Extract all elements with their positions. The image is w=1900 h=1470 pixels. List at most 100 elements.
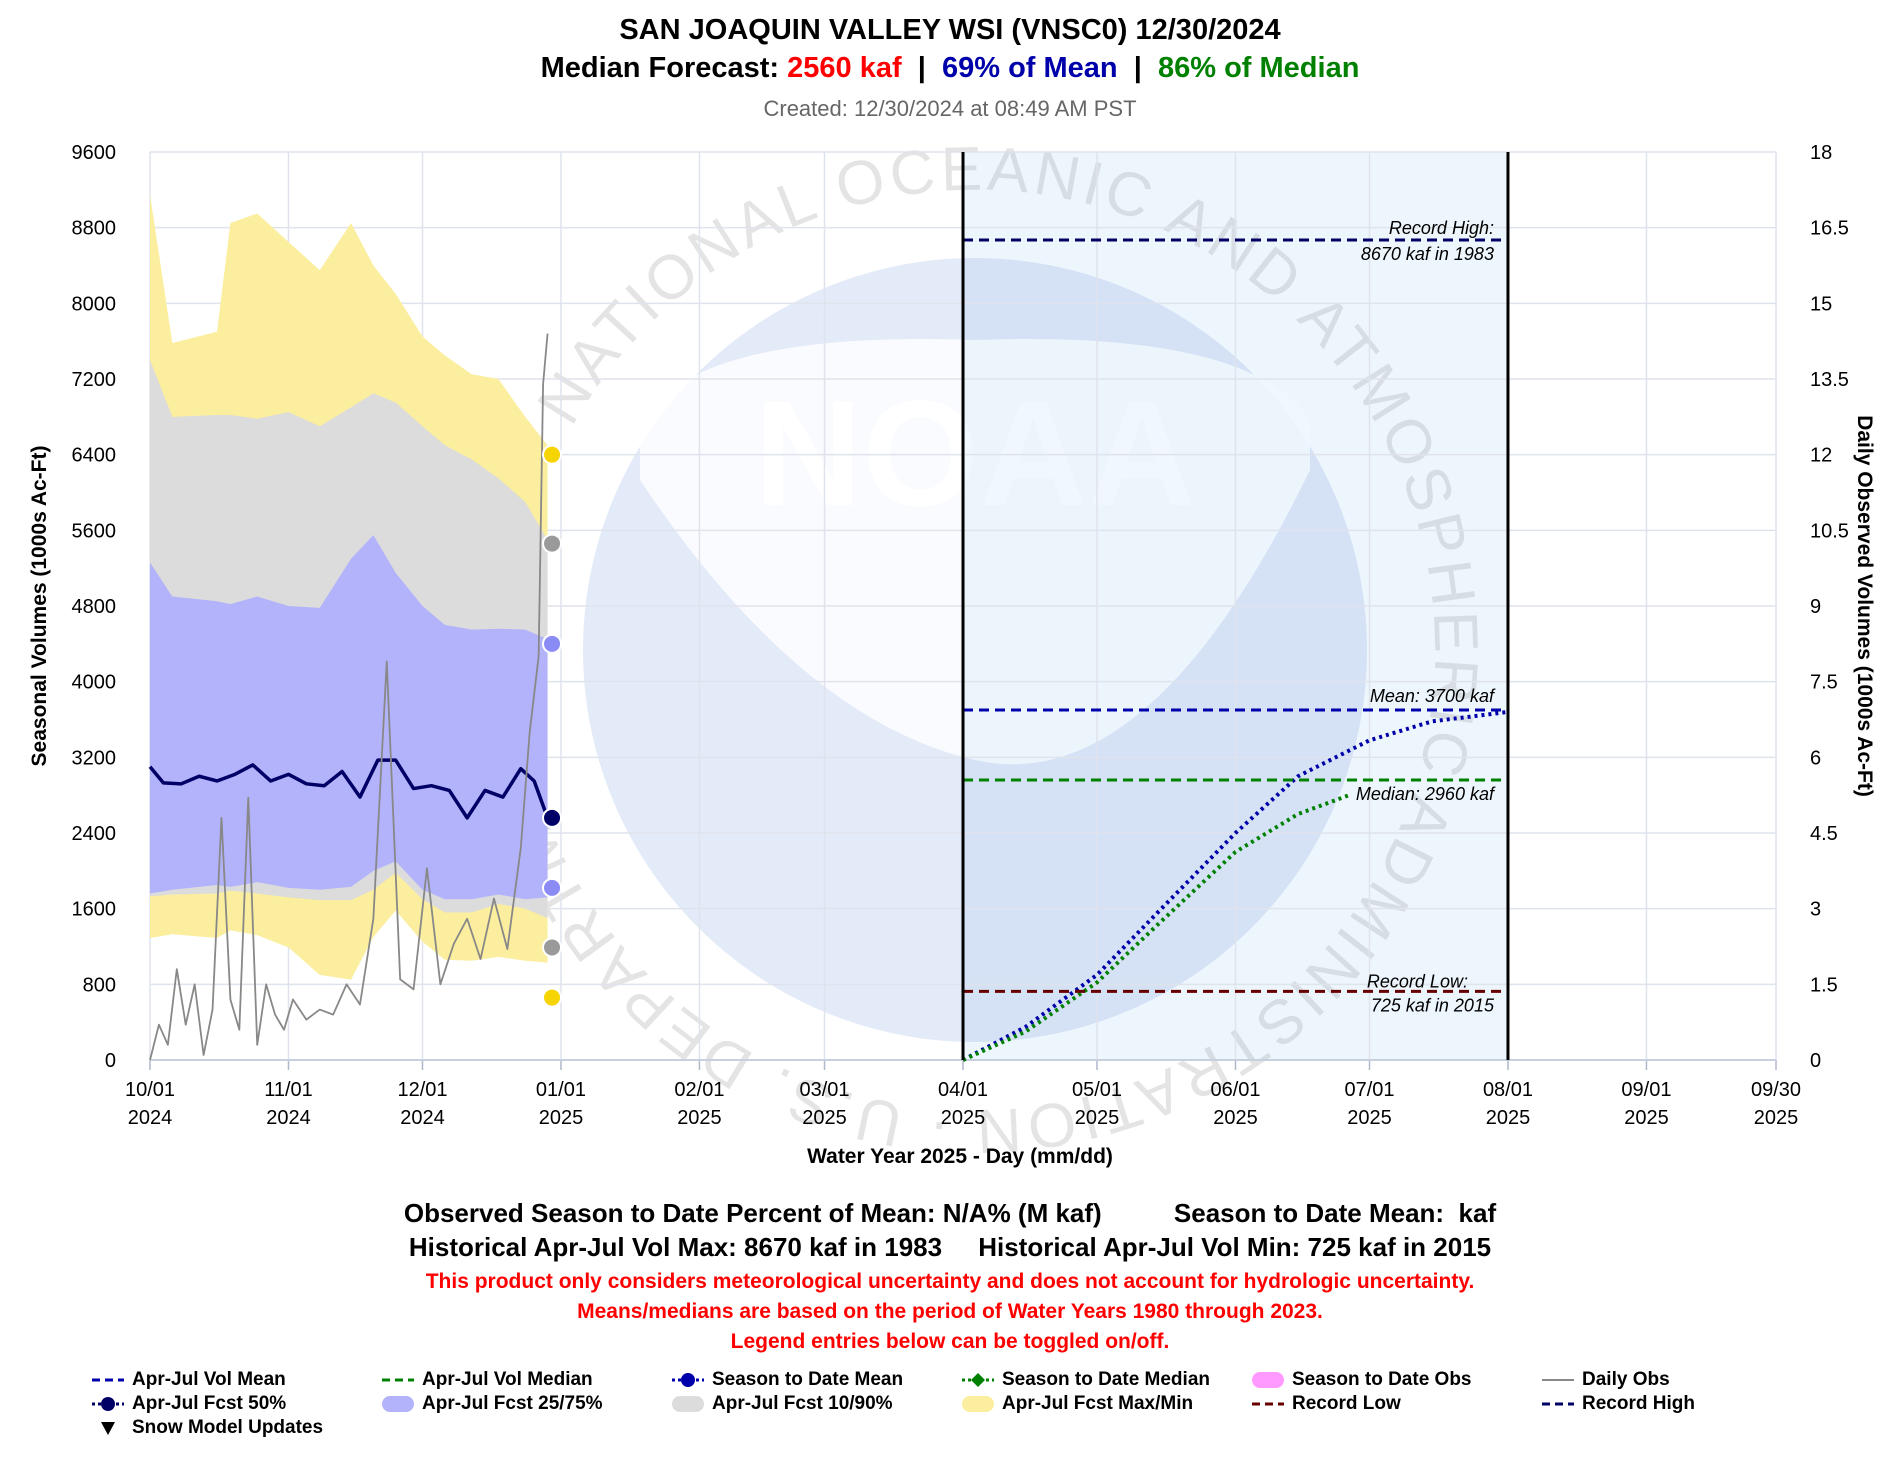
footer-uncertainty-note: This product only considers meteorologic… [425,1270,1475,1293]
footer-historical-stats: Historical Apr-Jul Vol Max: 8670 kaf in … [408,1232,1492,1262]
dotted-line-circle-icon [672,1373,704,1387]
legend-item-apr-jul-fcst-50-[interactable]: Apr-Jul Fcst 50% [90,1393,286,1415]
legend-symbol [962,1396,994,1412]
x-tick-label-year: 2025 [1486,1107,1531,1129]
y-tick-label-left: 1600 [72,899,117,921]
pill-icon [1252,1372,1284,1388]
legend-item-season-to-date-mean[interactable]: Season to Date Mean [670,1369,903,1391]
legend-item-apr-jul-fcst-max-min[interactable]: Apr-Jul Fcst Max/Min [960,1393,1193,1415]
legend-item-apr-jul-fcst-25-75-[interactable]: Apr-Jul Fcst 25/75% [380,1393,603,1415]
legend-label: Apr-Jul Vol Mean [132,1369,286,1390]
x-tick-label: 08/01 [1483,1079,1533,1101]
subtitle-prefix: Median Forecast: [540,52,788,84]
legend-item-snow-model-updates[interactable]: Snow Model Updates [90,1417,323,1439]
y-tick-label-right: 0 [1810,1050,1821,1072]
y-tick-label-left: 7200 [72,369,117,391]
dashed-line-icon [1542,1402,1574,1406]
forecast-value: 2560 kaf [787,52,902,84]
series-season-to-date-mean [962,709,1509,1062]
subtitle-separator: | [1117,52,1158,84]
watermark-gull [640,339,1310,765]
x-tick-label-year: 2025 [539,1107,584,1129]
legend-label: Record Low [1292,1393,1401,1414]
legend-label: Record High [1582,1393,1695,1414]
x-tick-label-year: 2025 [1347,1107,1392,1129]
y-tick-label-left: 0 [105,1050,116,1072]
x-tick-label: 07/01 [1344,1079,1394,1101]
footer-toggle-note: Legend entries below can be toggled on/o… [730,1330,1170,1353]
annotation-record-high: Record High: [1389,218,1494,238]
triangle-down-icon [101,1422,115,1435]
x-tick-label: 10/01 [125,1079,175,1101]
end-marker-90 [542,533,563,554]
x-tick-label: 02/01 [674,1079,724,1101]
legend-label: Apr-Jul Fcst 25/75% [422,1393,603,1414]
footer-period-note: Means/medians are based on the period of… [577,1300,1323,1323]
y-tick-label-left: 3200 [72,747,117,769]
y-tick-label-right: 4.5 [1810,823,1838,845]
legend-label: Season to Date Mean [712,1369,904,1390]
x-tick-label-year: 2024 [128,1107,173,1129]
chart-title: SAN JOAQUIN VALLEY WSI (VNSC0) 12/30/202… [619,14,1281,46]
x-tick-label: 06/01 [1210,1079,1260,1101]
legend-label: Apr-Jul Vol Median [422,1369,593,1390]
end-marker-10 [542,937,563,958]
end-marker-50 [542,807,563,828]
x-tick-label: 09/30 [1751,1079,1801,1101]
legend-label: Season to Date Obs [1292,1369,1472,1390]
annotation-record-high-value: 8670 kaf in 1983 [1361,244,1494,264]
legend-item-daily-obs[interactable]: Daily Obs [1540,1369,1670,1391]
x-tick-label-year: 2025 [941,1107,986,1129]
y-tick-label-left: 8000 [72,293,117,315]
annotation-record-low: Record Low: [1367,971,1468,991]
y-tick-label-left: 2400 [72,823,117,845]
y-tick-label-right: 1.5 [1810,974,1838,996]
dashed-line-icon [382,1378,414,1382]
legend-symbol [672,1396,704,1412]
y-tick-label-right: 7.5 [1810,672,1838,694]
footer-season-stats: Observed Season to Date Percent of Mean:… [403,1198,1497,1228]
legend-item-apr-jul-fcst-10-90-[interactable]: Apr-Jul Fcst 10/90% [670,1393,893,1415]
legend-item-season-to-date-obs[interactable]: Season to Date Obs [1250,1369,1472,1391]
subtitle-separator: | [901,52,942,84]
series-daily-obs [149,333,549,1061]
y-tick-label-right: 6 [1810,747,1821,769]
legend-item-record-low[interactable]: Record Low [1250,1393,1401,1415]
legend-symbol [382,1396,414,1412]
end-marker-min [542,987,563,1008]
watermark-noaa-text: NOAA [754,369,1196,537]
created-timestamp: Created: 12/30/2024 at 08:49 AM PST [763,96,1137,121]
y-tick-label-left: 4000 [72,672,117,694]
y-tick-label-right: 18 [1810,142,1832,164]
legend-item-apr-jul-vol-mean[interactable]: Apr-Jul Vol Mean [90,1369,286,1391]
x-tick-label: 12/01 [397,1079,447,1101]
legend-label: Snow Model Updates [132,1417,324,1438]
legend-label: Apr-Jul Fcst 50% [132,1393,287,1414]
annotation-record-low-value: 725 kaf in 2015 [1371,995,1495,1015]
y-tick-label-left: 800 [83,974,116,996]
legend-symbol [681,1373,695,1387]
chart-subtitle: Median Forecast: 2560 kaf | 69% of Mean … [0,52,1900,85]
legend-symbol [971,1373,985,1387]
dotted-line-circle-icon [92,1397,124,1411]
x-tick-label: 09/01 [1621,1079,1671,1101]
x-tick-label: 05/01 [1072,1079,1122,1101]
legend-label: Apr-Jul Fcst Max/Min [1002,1393,1194,1414]
legend-item-season-to-date-median[interactable]: Season to Date Median [960,1369,1210,1391]
x-tick-label: 01/01 [536,1079,586,1101]
dashed-line-icon [92,1378,124,1382]
end-marker-25 [542,877,563,898]
pill-icon [382,1396,414,1412]
annotation-median: Median: 2960 kaf [1356,784,1496,804]
legend-item-apr-jul-vol-median[interactable]: Apr-Jul Vol Median [380,1369,593,1391]
legend-item-record-high[interactable]: Record High [1540,1393,1695,1415]
legend-symbol [1252,1372,1284,1388]
x-tick-label-year: 2025 [1213,1107,1258,1129]
y-tick-label-right: 3 [1810,899,1821,921]
y-tick-label-left: 8800 [72,218,117,240]
legend-label: Daily Obs [1582,1369,1670,1390]
legend-symbol [101,1422,115,1435]
y-tick-label-left: 6400 [72,445,117,467]
series-apr-jul-fcst-50- [148,758,550,820]
